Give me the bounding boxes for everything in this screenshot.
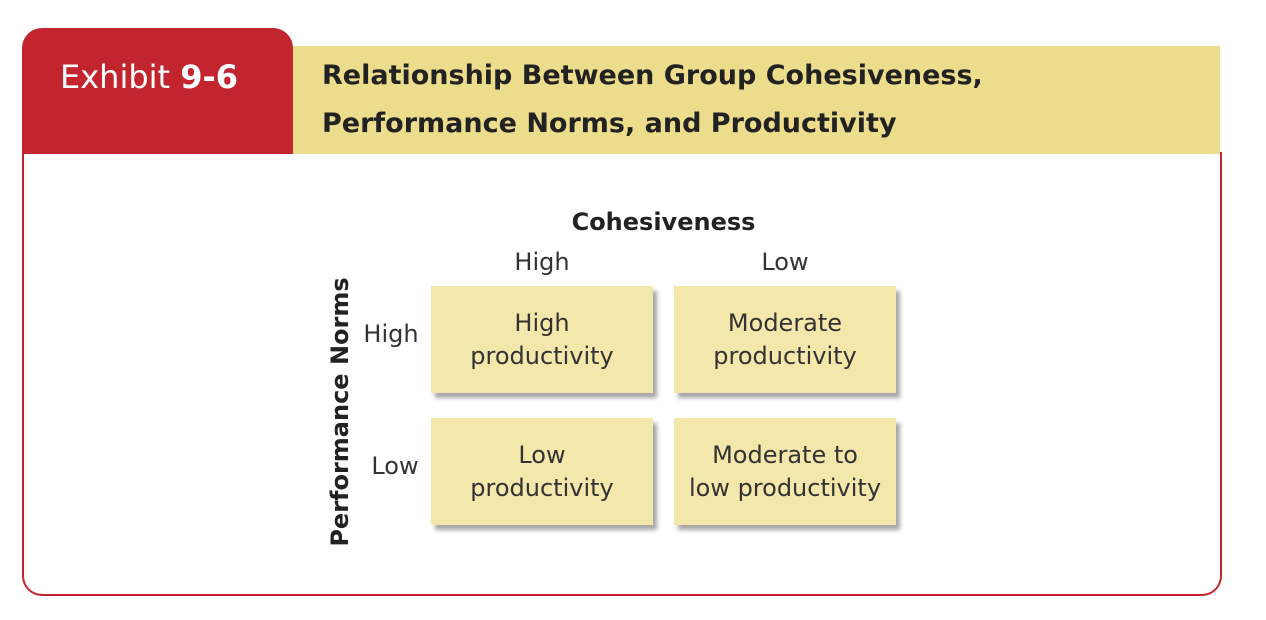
cell-line: Moderate to [712, 440, 858, 469]
column-label: High [514, 248, 570, 276]
cell-line: productivity [470, 341, 614, 370]
cell: High productivity [431, 286, 653, 393]
exhibit-word: Exhibit [60, 58, 171, 96]
title-band [293, 46, 1220, 154]
cell: Low productivity [431, 418, 653, 525]
title-line: Relationship Between Group Cohesiveness, [322, 60, 983, 91]
title-line: Performance Norms, and Productivity [322, 108, 897, 139]
row-label: Low [371, 452, 419, 480]
column-label: Low [761, 248, 809, 276]
exhibit-tab: Exhibit 9-6 [22, 28, 293, 154]
cell-line: Moderate [727, 308, 843, 337]
column-axis-label: Cohesiveness [571, 208, 756, 236]
frame [22, 152, 1222, 596]
row-axis-label: Performance Norms [326, 277, 354, 547]
row-label: High [363, 320, 419, 348]
cell-line: Low [518, 440, 566, 469]
exhibit-number: 9-6 [180, 58, 239, 96]
cell-line: High [514, 308, 570, 337]
cell-line: low productivity [688, 473, 882, 502]
cell: Moderate productivity [674, 286, 896, 393]
cell: Moderate to low productivity [674, 418, 896, 525]
cell-line: productivity [470, 473, 614, 502]
cell-line: productivity [713, 341, 857, 370]
